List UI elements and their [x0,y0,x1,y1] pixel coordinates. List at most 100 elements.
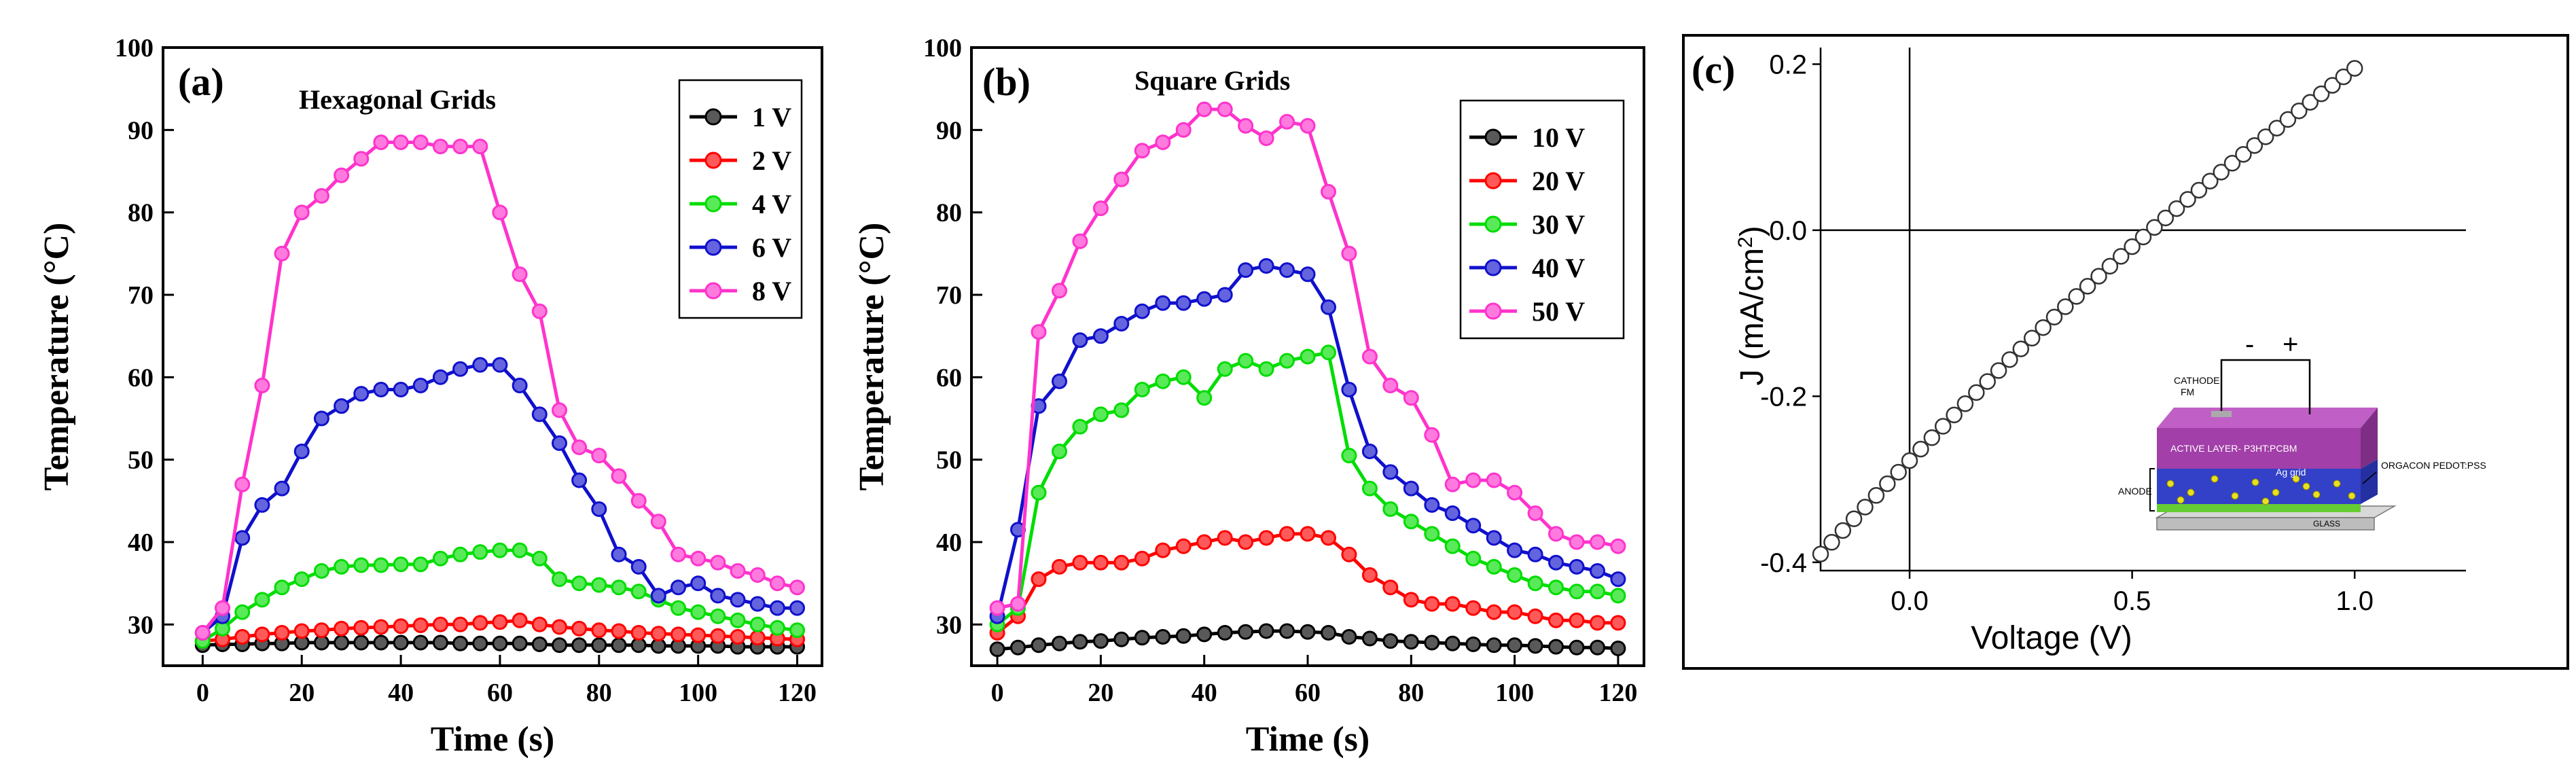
panel-a-series [194,135,805,655]
panel-a-series-line-3 [201,363,798,634]
x-tick-label: 100 [679,679,717,707]
panel-a-point [630,558,647,575]
panel-b-point [1155,629,1171,645]
legend-swatch-marker [704,108,722,126]
panel-a-point [393,556,409,573]
panel-c-jv-point [1845,510,1863,527]
panel-b-point [1403,390,1419,406]
panel-a-point [472,357,488,373]
panel-b-point [1569,558,1585,575]
panel-c-jv-point [2257,128,2274,145]
panel-a-point [512,612,528,628]
panel-b-point [1031,484,1047,501]
panel-b-point [1279,623,1295,639]
panel-a-point [393,135,409,150]
panel-b-point [1590,639,1605,656]
panel-a-point [353,634,370,651]
panel-b-point [1507,542,1523,558]
panel-a-point [274,245,290,262]
panel-b-y-axis-title: Temperature (°C) [853,223,891,491]
panel-a-point [571,472,588,488]
panel-a-point [710,554,726,571]
inset-ag-particle [2302,482,2310,490]
panel-b-point [1507,567,1523,583]
panel-b-point [1279,113,1295,130]
legend-swatch-marker [704,151,722,169]
panel-c-jv-point [2335,68,2353,86]
y-tick-label: 40 [936,528,962,557]
panel-b-point [1238,353,1254,369]
y-tick-label: 60 [128,363,154,392]
panel-b-point [1072,554,1088,571]
panel-a-legend-box [678,79,803,319]
panel-c-jv-point [2235,145,2252,163]
panel-a-point [432,550,448,567]
panel-a-ticks: 0 20 40 60 80 100 120 30 40 50 60 70 80 90 100 [115,34,817,707]
panel-a-point [492,614,508,630]
cathode-electrode [2211,411,2232,417]
panel-b-point [1300,266,1316,283]
panel-a-point [749,567,766,583]
panel-b-point [1052,635,1067,651]
panel-b-point [1134,143,1150,159]
panel-b-point [1610,615,1626,631]
legend-swatch-marker [704,238,722,256]
panel-b-ticks: 0 20 40 60 80 100 120 30 40 50 60 70 80 90 100 [923,34,1637,707]
panel-b-point [1031,324,1047,340]
active-layer-side [2361,408,2378,469]
panel-a-point [472,544,488,560]
panel-b-point [1196,626,1213,643]
x-tick-label: 60 [487,679,513,707]
panel-c-jv-point [2035,319,2052,336]
panel-b-point [1527,505,1543,521]
panel-b-point [1010,639,1026,656]
panel-c-jv-point [1857,499,1874,516]
panel-c-y-tick-label: 0.2 [1769,50,1807,79]
panel-c-jv-point [2190,181,2208,199]
panel-b-point [1341,629,1357,645]
panel-a-point [353,386,370,402]
panel-a-point [334,634,350,651]
legend-label: 10 V [1532,122,1585,153]
panel-a-point [412,135,429,150]
y-tick-label: 90 [128,116,154,145]
panel-b-point [1507,604,1523,620]
panel-b-point [1548,612,1564,628]
panel-b-point [1403,634,1419,650]
panel-b-point [1424,596,1440,612]
panel-a-point [512,542,528,558]
panel-b-point [1569,612,1585,628]
panel-b-point [1444,538,1461,554]
orgacon-pointer [2362,471,2377,484]
panel-b-point [1382,579,1399,596]
panel-a-point [412,556,429,573]
legend-swatch-marker [1484,302,1502,320]
panel-a-point [254,378,270,393]
panel-c-jv-point [2223,154,2241,172]
panel-b-point [1527,575,1543,592]
y-tick-label: 70 [936,281,962,310]
panel-a-point [730,629,746,645]
panel-a-point [293,444,310,459]
panel-a-point [531,303,548,319]
panel-a-point [571,620,588,636]
y-tick-label: 30 [128,611,154,639]
panel-a-point [670,579,686,596]
panel-a-point [769,620,785,636]
panel-a-point [512,378,528,393]
panel-a-point [591,637,607,653]
panel-b-point [1238,534,1254,550]
panel-b-point [1341,382,1357,397]
panel-c-jv-point [1879,475,1896,492]
panel-c-x-tick-label: 0.0 [1891,586,1929,616]
panel-a-point [650,588,666,604]
panel-c-jv-point [2112,248,2130,265]
y-tick-label: 60 [936,363,962,392]
panel-a-point [234,604,251,620]
x-tick-label: 40 [1192,679,1217,707]
panel-b-point [1052,373,1067,389]
panel-a-point [412,634,429,651]
x-tick-label: 40 [388,679,414,707]
panel-c-axes: 0.0 0.5 1.0 0.2 0.0 -0.2 -0.4 [1760,48,2466,616]
panel-b-point [1590,584,1605,600]
